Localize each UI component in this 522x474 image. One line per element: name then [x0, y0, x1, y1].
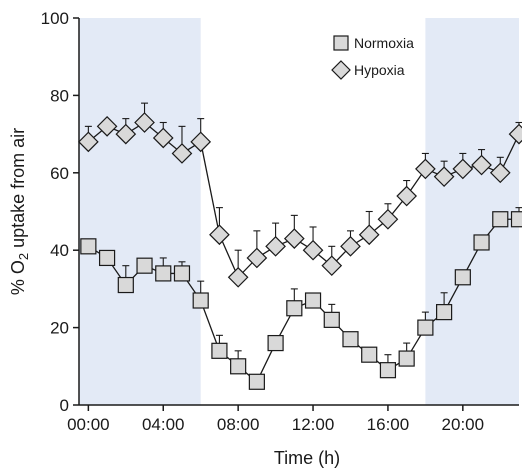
data-point-normoxia [155, 265, 172, 282]
data-point-normoxia [286, 300, 303, 317]
data-point-hypoxia [396, 185, 418, 207]
data-point-normoxia [417, 319, 434, 336]
y-tick-label: 40 [50, 241, 69, 260]
y-tick-label: 80 [50, 86, 69, 105]
data-point-normoxia [80, 238, 97, 255]
data-point-normoxia [361, 346, 378, 363]
data-point-normoxia [304, 292, 322, 309]
data-point-normoxia [211, 342, 228, 359]
x-tick-label: 20:00 [442, 415, 485, 434]
legend-label-normoxia: Normoxia [354, 35, 414, 51]
y-axis-label-subscript: 2 [16, 253, 31, 260]
data-point-normoxia [230, 358, 247, 375]
x-tick-label: 04:00 [142, 415, 185, 434]
data-point-normoxia [398, 350, 415, 367]
shaded-interval-0 [79, 18, 201, 405]
data-point-hypoxia [340, 235, 361, 257]
series-hypoxia [78, 102, 522, 288]
x-axis-label: Time (h) [274, 448, 340, 468]
data-point-normoxia [492, 211, 509, 228]
data-point-hypoxia [283, 228, 305, 249]
y-tick-label: 20 [50, 319, 69, 338]
series-normoxia [80, 207, 522, 390]
data-point-hypoxia [415, 158, 436, 180]
y-axis-label-suffix: uptake from air [8, 128, 28, 253]
legend-label-hypoxia: Hypoxia [354, 62, 405, 78]
data-point-normoxia [98, 249, 116, 267]
shaded-regions [79, 18, 519, 405]
data-point-normoxia [192, 292, 209, 309]
data-point-hypoxia [358, 224, 380, 246]
data-point-normoxia [473, 234, 490, 251]
y-tick-label: 0 [60, 396, 69, 415]
data-point-hypoxia [302, 239, 324, 261]
data-point-normoxia [454, 269, 471, 286]
data-point-normoxia [436, 304, 453, 321]
data-point-hypoxia [171, 143, 193, 164]
data-point-hypoxia [209, 224, 230, 246]
data-point-hypoxia [134, 112, 155, 133]
data-point-hypoxia [78, 131, 99, 153]
x-tick-label: 08:00 [217, 415, 260, 434]
legend-marker-hypoxia [331, 60, 351, 80]
data-point-hypoxia [152, 127, 174, 149]
data-point-hypoxia [115, 123, 137, 145]
data-point-hypoxia [190, 131, 212, 153]
data-point-normoxia [117, 276, 134, 294]
y-axis-label: % O2 uptake from air [8, 128, 31, 295]
legend: Normoxia Hypoxia [331, 35, 414, 80]
data-point-normoxia [136, 257, 153, 274]
y-tick-label: 100 [41, 9, 69, 28]
data-point-hypoxia [452, 158, 474, 180]
data-point-hypoxia [265, 235, 286, 257]
data-point-normoxia [323, 311, 340, 328]
x-tick-label: 12:00 [292, 415, 335, 434]
data-point-normoxia [379, 362, 397, 379]
data-point-hypoxia [96, 116, 118, 137]
data-point-normoxia [267, 334, 284, 352]
data-point-hypoxia [508, 123, 522, 145]
data-point-hypoxia [433, 166, 455, 188]
data-point-hypoxia [471, 154, 492, 176]
data-point-hypoxia [489, 162, 511, 184]
y-axis-label-prefix: % O [8, 260, 28, 295]
data-point-normoxia [248, 373, 265, 390]
data-point-hypoxia [377, 208, 399, 230]
data-point-hypoxia [227, 266, 249, 288]
legend-marker-normoxia [333, 35, 349, 51]
axes: 0 20 40 60 80 100 00:00 04:00 08:00 12:00 16:00 20:… [41, 9, 519, 434]
data-point-normoxia [342, 331, 359, 348]
data-point-hypoxia [246, 247, 268, 269]
y-tick-label: 60 [50, 164, 69, 183]
series-layer [78, 102, 522, 390]
data-point-normoxia [510, 211, 522, 228]
data-point-normoxia [173, 265, 191, 282]
data-point-hypoxia [321, 255, 343, 277]
x-tick-label: 00:00 [67, 415, 110, 434]
x-tick-label: 16:00 [367, 415, 410, 434]
